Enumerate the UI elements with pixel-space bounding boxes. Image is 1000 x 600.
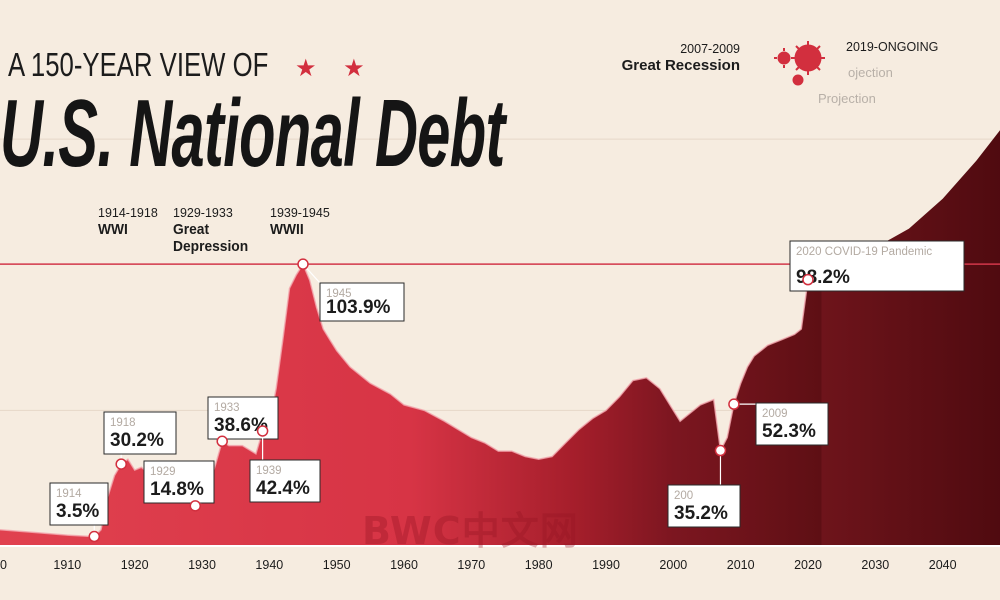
legend-ongoing: 2019-ONGOING (846, 40, 938, 55)
x-tick-label: 1980 (525, 558, 553, 572)
x-tick-label: 2040 (929, 558, 957, 572)
event-great-recession: 2007-2009 Great Recession (620, 42, 740, 75)
annotation-point (115, 458, 127, 470)
annotation-year: 1933 (214, 402, 240, 414)
legend-projection-text: Projection (818, 91, 876, 106)
watermark: BWC中文网 (362, 509, 579, 553)
annotation-box (249, 459, 321, 503)
event-wwii: 1939-1945 WWII (270, 206, 330, 238)
annotation-point (216, 435, 228, 448)
annotation-year: 1914 (56, 488, 82, 500)
x-tick-label: 2000 (659, 558, 687, 572)
annotation-value: 103.9% (326, 297, 391, 318)
annotation-year: 1945 (326, 288, 352, 300)
event-name: Great (173, 221, 210, 238)
annotation-point (88, 530, 101, 543)
x-tick-label: 00 (0, 558, 7, 572)
x-tick-label: 1930 (188, 558, 216, 572)
event-years: 1914-1918 (98, 206, 158, 220)
x-tick-label: 1950 (323, 558, 351, 572)
annotation-value: 14.8% (150, 479, 204, 500)
x-tick-label: 2010 (727, 558, 755, 572)
x-tick-label: 2020 (794, 558, 822, 572)
annotation-box (319, 282, 405, 322)
annotation-year: 1939 (256, 465, 282, 477)
legend-ghost-text: ojection (848, 65, 893, 80)
annotation-year: 2020 COVID-19 Pandemic (796, 246, 932, 258)
virus-icon (774, 41, 825, 86)
event-name: WWI (98, 221, 128, 238)
annotation-value: 52.3% (762, 421, 816, 442)
annotation-year: 2009 (762, 408, 788, 420)
annotation-point (297, 258, 309, 270)
annotation-value: 38.6% (214, 415, 268, 436)
annotation-box (755, 402, 829, 446)
header-stars-icon: ★ ★ (295, 55, 375, 82)
x-tick-label: 1940 (255, 558, 283, 572)
annotation-value: 3.5% (56, 501, 99, 522)
page-title: U.S. National Debt (0, 80, 505, 187)
x-tick-label: 1960 (390, 558, 418, 572)
annotation-value: 30.2% (110, 430, 164, 451)
annotation-year: 1929 (150, 466, 176, 478)
area-historical (0, 264, 822, 546)
annotation-box (103, 411, 177, 455)
event-name: Great Recession (621, 57, 740, 74)
annotation-value: 35.2% (674, 503, 728, 524)
annotation-box (667, 484, 741, 528)
event-years: 1929-1933 (173, 206, 233, 220)
x-tick-label: 1970 (457, 558, 485, 572)
annotation-point (256, 425, 269, 437)
event-years: 1939-1945 (270, 206, 330, 220)
event-years: 2007-2009 (680, 42, 740, 56)
annotation-year: 1918 (110, 417, 136, 429)
annotation-value: 42.4% (256, 478, 310, 499)
header-kicker: A 150-YEAR VIEW OF (8, 46, 269, 83)
x-tick-label: 1910 (53, 558, 81, 572)
event-great-depression: 1929-1933 Great Depression (173, 206, 255, 255)
annotation-box (49, 482, 109, 526)
event-wwi: 1914-1918 WWI (98, 206, 158, 238)
legend-ongoing-years: 2019-ONGOING (846, 40, 939, 54)
annotation-point (728, 398, 740, 410)
annotation-point (189, 500, 202, 512)
area-projection (821, 130, 1000, 546)
annotation-box (143, 460, 215, 504)
event-name-line2: Depression (173, 238, 249, 255)
event-name: WWII (270, 221, 304, 238)
annotation-year: 200 (674, 490, 693, 502)
annotation-point (714, 444, 727, 457)
annotation-point (802, 273, 814, 286)
x-tick-label: 2030 (861, 558, 889, 572)
x-tick-label: 1920 (121, 558, 149, 572)
x-tick-label: 1990 (592, 558, 620, 572)
annotation-box (789, 240, 965, 292)
